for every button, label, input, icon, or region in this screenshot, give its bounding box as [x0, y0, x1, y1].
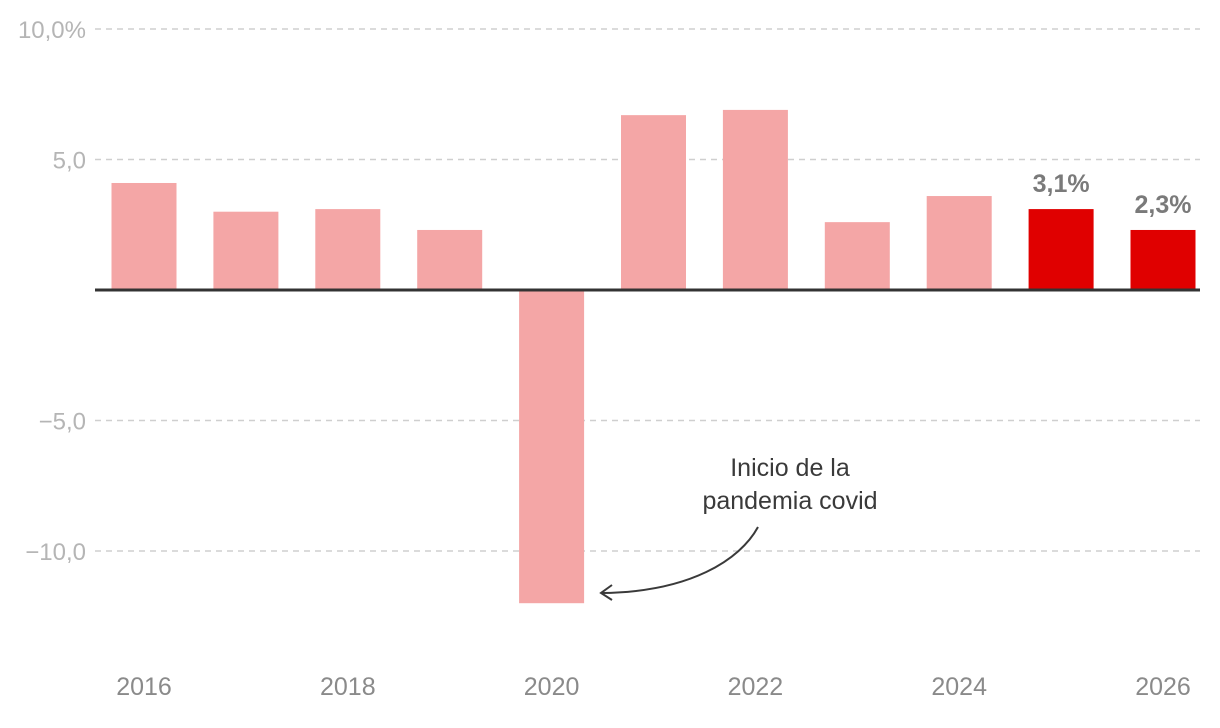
annotation-line-2: pandemia covid	[702, 487, 877, 515]
y-tick-label: 10,0%	[18, 17, 86, 44]
bar-2022	[722, 109, 788, 290]
bars	[111, 109, 1196, 604]
y-tick-label: 5,0	[53, 148, 86, 175]
bar-2018	[315, 209, 381, 290]
bar-2019	[417, 229, 483, 290]
bar-2016	[111, 182, 177, 290]
y-tick-label: −10,0	[25, 539, 86, 566]
data-label-2026: 2,3%	[1135, 191, 1192, 219]
bar-2024	[926, 196, 992, 290]
bar-2026	[1130, 229, 1196, 290]
y-axis-ticks: 10,0% 5,0 −5,0 −10,0	[18, 17, 86, 566]
covid-annotation: Inicio de la pandemia covid	[599, 454, 878, 601]
x-tick-label: 2026	[1135, 673, 1191, 701]
annotation-arrowhead-icon	[599, 584, 613, 601]
x-tick-label: 2022	[728, 673, 784, 701]
x-tick-label: 2024	[931, 673, 987, 701]
x-axis-ticks: 2016 2018 2020 2022 2024 2026	[116, 673, 1191, 701]
data-label-2025: 3,1%	[1033, 170, 1090, 198]
bar-2023	[824, 222, 890, 290]
bar-2021	[621, 115, 686, 290]
bar-2017	[213, 211, 279, 290]
x-tick-label: 2018	[320, 673, 376, 701]
bar-2025	[1028, 209, 1094, 290]
annotation-line-1: Inicio de la	[730, 454, 850, 482]
data-labels: 3,1% 2,3%	[1033, 170, 1192, 219]
y-tick-label: −5,0	[39, 409, 86, 436]
x-tick-label: 2016	[116, 673, 172, 701]
bar-2020	[519, 290, 585, 604]
x-tick-label: 2020	[524, 673, 580, 701]
annotation-arrow	[601, 526, 759, 594]
